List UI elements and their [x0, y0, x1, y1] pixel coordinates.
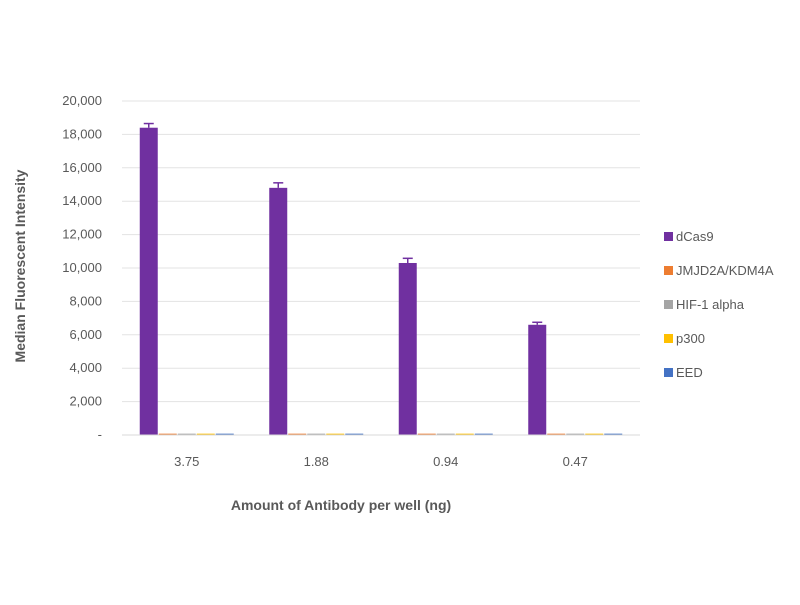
legend-swatch	[664, 232, 673, 241]
y-tick-label: 4,000	[69, 360, 102, 375]
bar-dcas9	[528, 324, 547, 435]
bar-hif-1-alpha	[177, 433, 196, 435]
bar-eed	[474, 433, 493, 435]
y-tick-label: 6,000	[69, 327, 102, 342]
y-tick-label: 10,000	[62, 260, 102, 275]
error-bars	[143, 122, 543, 325]
x-tick-label: 3.75	[174, 454, 199, 469]
x-axis-title: Amount of Antibody per well (ng)	[231, 497, 451, 513]
bar-hif-1-alpha	[566, 433, 585, 435]
legend-swatch	[664, 300, 673, 309]
bars	[139, 127, 623, 435]
bar-jmjd2a-kdm4a	[547, 433, 566, 435]
gridlines	[122, 100, 640, 403]
y-axis-title: Median Fluorescent Intensity	[12, 169, 28, 362]
bar-p300	[585, 433, 604, 435]
y-tick-label: -	[98, 427, 102, 442]
y-tick-label: 2,000	[69, 394, 102, 409]
bar-p300	[326, 433, 345, 435]
legend-label: dCas9	[676, 229, 714, 244]
legend-label: p300	[676, 331, 705, 346]
bar-eed	[215, 433, 234, 435]
bar-p300	[196, 433, 215, 435]
x-tick-label: 0.47	[563, 454, 588, 469]
bar-dcas9	[398, 262, 417, 435]
legend-label: HIF-1 alpha	[676, 297, 745, 312]
legend-swatch	[664, 266, 673, 275]
legend-swatch	[664, 368, 673, 377]
legend: dCas9 JMJD2A/KDM4A HIF-1 alpha p300 EED	[664, 229, 774, 380]
bar-dcas9	[139, 127, 158, 435]
y-tick-label: 16,000	[62, 160, 102, 175]
bar-p300	[455, 433, 474, 435]
y-tick-label: 20,000	[62, 93, 102, 108]
legend-label: EED	[676, 365, 703, 380]
x-tick-label: 0.94	[433, 454, 458, 469]
y-tick-label: 8,000	[69, 293, 102, 308]
legend-swatch	[664, 334, 673, 343]
bar-eed	[345, 433, 364, 435]
y-tick-label: 18,000	[62, 126, 102, 141]
bar-hif-1-alpha	[436, 433, 455, 435]
y-tick-label: 12,000	[62, 227, 102, 242]
bar-jmjd2a-kdm4a	[158, 433, 177, 435]
legend-label: JMJD2A/KDM4A	[676, 263, 774, 278]
x-tick-label: 1.88	[304, 454, 329, 469]
bar-jmjd2a-kdm4a	[288, 433, 307, 435]
x-axis-ticks: 3.75 1.88 0.94 0.47	[174, 454, 588, 469]
bar-hif-1-alpha	[307, 433, 326, 435]
bar-eed	[604, 433, 623, 435]
bar-dcas9	[269, 187, 288, 435]
bar-jmjd2a-kdm4a	[417, 433, 436, 435]
y-axis-ticks: - 2,000 4,000 6,000 8,000 10,000 12,000 14,000 1…	[62, 93, 102, 442]
y-tick-label: 14,000	[62, 193, 102, 208]
